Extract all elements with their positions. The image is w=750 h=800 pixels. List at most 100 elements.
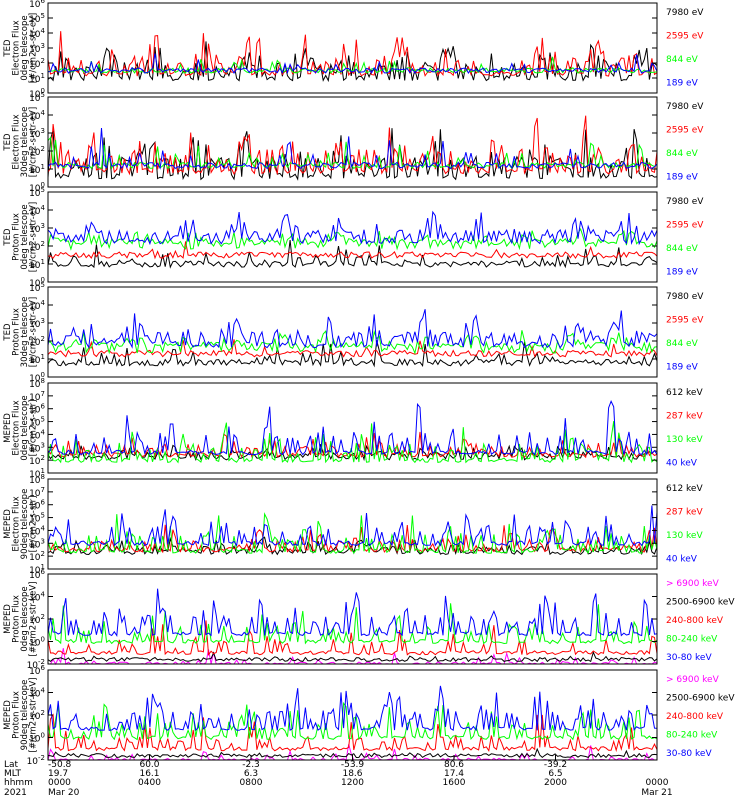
y-axis-label: 0deg telescope	[20, 586, 30, 651]
legend-entry: 844 eV	[666, 55, 699, 65]
y-axis-label: Electron Flux	[12, 496, 22, 551]
x-tick-label: 17.4	[444, 769, 464, 779]
y-axis-label: 90deg telescope	[20, 489, 30, 560]
x-tick-label: 0800	[240, 778, 263, 788]
y-axis-label: MEPED	[3, 413, 13, 443]
series-line-80-240-kev	[47, 701, 658, 741]
y-axis-label: [#/cm2-s-str]	[29, 496, 39, 553]
ytick-label: 102	[29, 550, 45, 563]
x-tick-label: -2.3	[242, 760, 260, 770]
x-tick-label: -39.2	[544, 760, 567, 770]
x-tick-label: 0400	[138, 778, 161, 788]
series-line-6900-kev	[48, 648, 658, 666]
panel-frame	[47, 382, 658, 474]
y-axis-label: 30deg telescope	[20, 107, 30, 178]
legend-entry: 2595 eV	[666, 32, 704, 42]
legend-entry: 7980 eV	[666, 8, 704, 18]
x-row-label: hhmm	[4, 778, 33, 788]
y-axis-label: [#/cm2-s-str-keV]	[29, 582, 39, 657]
series-line-2595-ev	[47, 31, 658, 77]
y-axis-label: TED	[3, 323, 13, 342]
ytick-label: 102	[29, 335, 45, 348]
legend-entry: 7980 eV	[666, 197, 704, 207]
x-row-label: MLT	[4, 769, 22, 779]
ytick-label: 100	[29, 371, 45, 384]
series-line-2500-6900-kev	[47, 650, 658, 663]
ytick-label: 106	[29, 499, 45, 512]
legend-entry: 40 keV	[666, 555, 698, 565]
ytick-label: 102	[29, 709, 45, 722]
y-axis-label: 30deg telescope	[20, 297, 30, 368]
ytick-label: 105	[29, 186, 45, 199]
series-line-7980-ev	[47, 41, 658, 83]
legend-entry: 189 eV	[666, 79, 699, 89]
y-axis-label: 0deg telescope	[20, 204, 30, 269]
y-axis-label: TED	[3, 133, 13, 152]
legend-entry: 40 keV	[666, 459, 698, 469]
ytick-label: 106	[29, 664, 45, 677]
series-line-844-ev	[47, 227, 658, 251]
x-tick-label: 0000	[646, 778, 669, 788]
y-axis-label: [#/cm2-s-str-keV]	[29, 678, 39, 753]
y-axis-label: Proton Flux	[12, 691, 22, 739]
ytick-label: 103	[29, 441, 45, 454]
y-axis-label: [#/cm2-s-str-eV]	[29, 202, 39, 272]
ytick-label: 104	[29, 27, 45, 40]
y-axis-label: MEPED	[3, 700, 13, 730]
x-tick-label: Mar 20	[48, 788, 80, 798]
y-axis-label: TED	[3, 228, 13, 247]
legend-entry: 2595 eV	[666, 126, 704, 136]
ytick-label: 104	[29, 524, 45, 537]
y-axis-label: Proton Flux	[12, 308, 22, 356]
y-axis-label: Proton Flux	[12, 213, 22, 261]
legend-entry: 30-80 keV	[666, 653, 712, 663]
panel-frame	[47, 96, 658, 188]
legend-entry: 240-800 keV	[666, 712, 724, 722]
ytick-label: 103	[29, 222, 45, 235]
y-axis-label: [#/cm2-s-str]	[29, 400, 39, 457]
ytick-label: 105	[29, 91, 45, 104]
y-axis-label: [#/cm2-s-str-eV]	[29, 13, 39, 83]
series-line-189-ev	[47, 53, 658, 75]
legend-entry: 7980 eV	[666, 102, 704, 112]
legend-entry: 189 eV	[666, 268, 699, 278]
legend-entry: 130 keV	[666, 531, 703, 541]
ytick-label: 101	[29, 563, 45, 576]
legend-entry: 2500-6900 keV	[666, 598, 735, 608]
ytick-label: 103	[29, 127, 45, 140]
ytick-label: 105	[29, 12, 45, 25]
series-line-844-ev	[47, 56, 658, 75]
legend-entry: > 6900 keV	[666, 675, 720, 685]
panel-frame	[47, 286, 658, 378]
y-axis-label: 0deg telescope	[20, 395, 30, 460]
ytick-label: 100	[29, 181, 45, 194]
x-tick-label: -50.8	[48, 760, 72, 770]
legend-entry: 7980 eV	[666, 292, 704, 302]
y-axis-label: Electron Flux	[12, 400, 22, 455]
ytick-label: 103	[29, 537, 45, 550]
ytick-label: 101	[29, 258, 45, 271]
ytick-label: 102	[29, 454, 45, 467]
ytick-label: 100	[29, 87, 45, 100]
ytick-label: 102	[29, 145, 45, 158]
y-axis-label: Electron Flux	[12, 20, 22, 75]
legend-entry: 2595 eV	[666, 316, 704, 326]
series-line-844-ev	[47, 329, 658, 355]
legend-entry: 844 eV	[666, 244, 699, 254]
series-line-7980-ev	[47, 239, 658, 269]
x-row-label: Lat	[4, 760, 19, 770]
y-axis-label: Electron Flux	[12, 114, 22, 169]
series-line-2595-ev	[47, 241, 658, 260]
x-tick-label: 60.0	[139, 760, 159, 770]
x-tick-label: 0000	[48, 778, 71, 788]
ytick-label: 108	[29, 473, 45, 486]
y-axis-label: [#/cm2-s-str-eV]	[29, 107, 39, 177]
series-line-189-ev	[47, 309, 658, 349]
y-axis-label: MEPED	[3, 604, 13, 634]
ytick-label: 105	[29, 416, 45, 429]
ytick-label: 108	[29, 377, 45, 390]
